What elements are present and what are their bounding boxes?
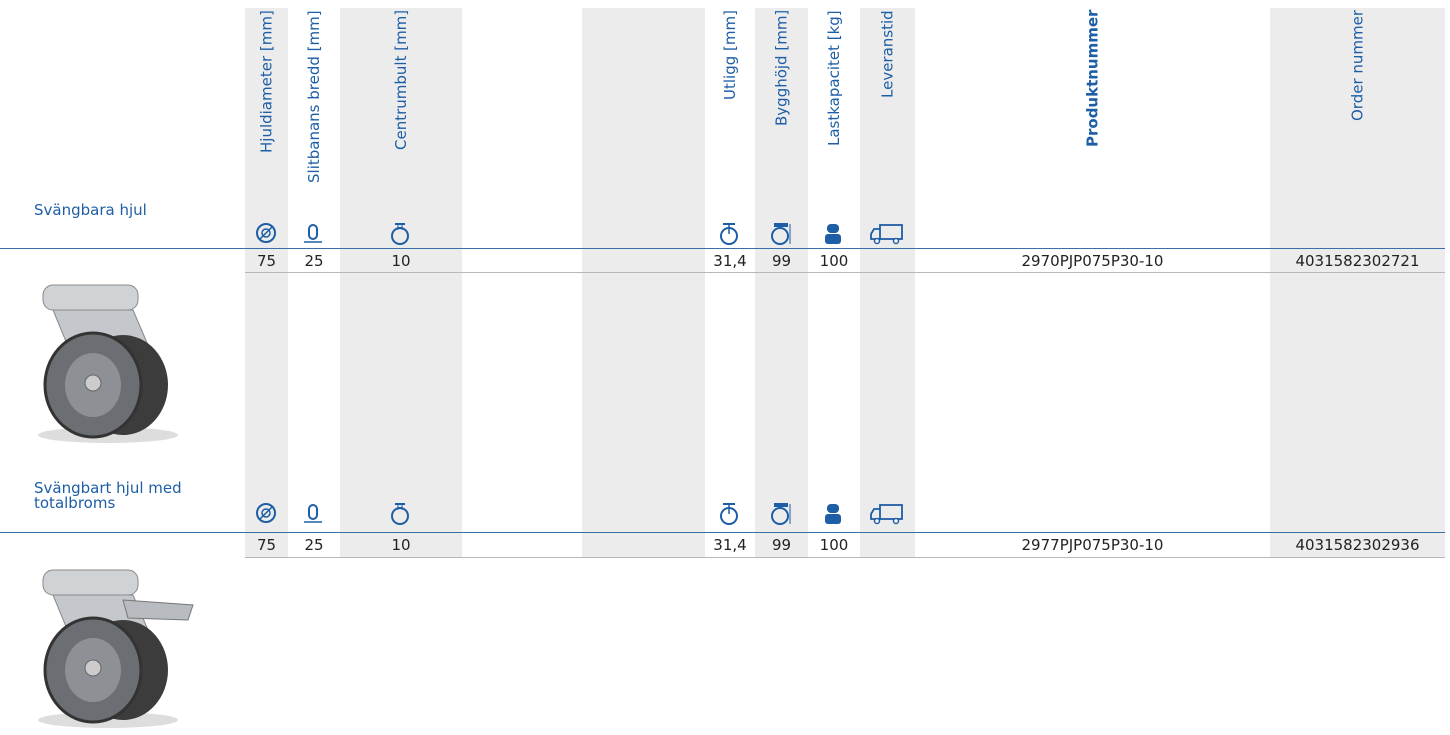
column-band (755, 8, 808, 558)
cell-value: 4031582302936 (1295, 536, 1420, 554)
spec-icon (304, 224, 322, 243)
column-band (1270, 8, 1445, 558)
column-header: Lastkapacitet [kg] (825, 10, 843, 146)
column-band (860, 8, 915, 558)
product-image (38, 569, 194, 728)
spec-icon (869, 224, 903, 245)
spec-icon (770, 503, 790, 525)
cell-value: 2970PJP075P30-10 (1021, 252, 1164, 270)
spec-icon (304, 504, 322, 523)
cell-value: 10 (391, 536, 411, 554)
column-header: Bygghöjd [mm] (772, 10, 791, 127)
section-rule (0, 532, 1445, 533)
column-header: Hjuldiameter [mm] (257, 10, 276, 153)
cell-value: 100 (819, 252, 849, 270)
cell-value: 99 (771, 252, 792, 270)
column-band (245, 8, 288, 558)
cell-value: 31,4 (713, 536, 747, 554)
spec-icon (391, 503, 409, 525)
column-header: Slitbanans bredd [mm] (305, 10, 323, 183)
section-rule (0, 248, 1445, 249)
column-header: Produktnummer (1083, 10, 1102, 148)
spec-icon (391, 223, 409, 245)
spec-icon (825, 504, 841, 524)
row-rule (245, 557, 1445, 558)
cell-value: 31,4 (713, 252, 747, 270)
section-title: Svängbara hjul (34, 201, 147, 219)
spec-icon (869, 504, 903, 525)
spec-icon (255, 503, 276, 523)
cell-value: 99 (771, 536, 792, 554)
spec-icon (255, 223, 276, 243)
column-header: Centrumbult [mm] (392, 10, 410, 151)
column-header: Order nummer (1348, 10, 1367, 122)
spec-icon (720, 503, 738, 525)
spec-icon (770, 223, 790, 245)
column-band (582, 8, 705, 558)
section-title: Svängbart hjul med totalbroms (34, 479, 182, 512)
row-rule (245, 272, 1445, 273)
cell-value: 4031582302721 (1295, 252, 1420, 270)
column-header: Utligg [mm] (721, 10, 739, 100)
column-header: Leveranstid (878, 10, 897, 98)
spec-icon (720, 223, 738, 245)
cell-value: 100 (819, 536, 849, 554)
cell-value: 75 (256, 536, 277, 554)
cell-value: 10 (391, 252, 411, 270)
cell-value: 25 (304, 536, 324, 554)
cell-value: 25 (304, 252, 324, 270)
spec-icon (825, 224, 841, 244)
product-image (38, 284, 178, 443)
cell-value: 2977PJP075P30-10 (1021, 536, 1164, 554)
cell-value: 75 (256, 252, 277, 270)
column-band (340, 8, 462, 558)
